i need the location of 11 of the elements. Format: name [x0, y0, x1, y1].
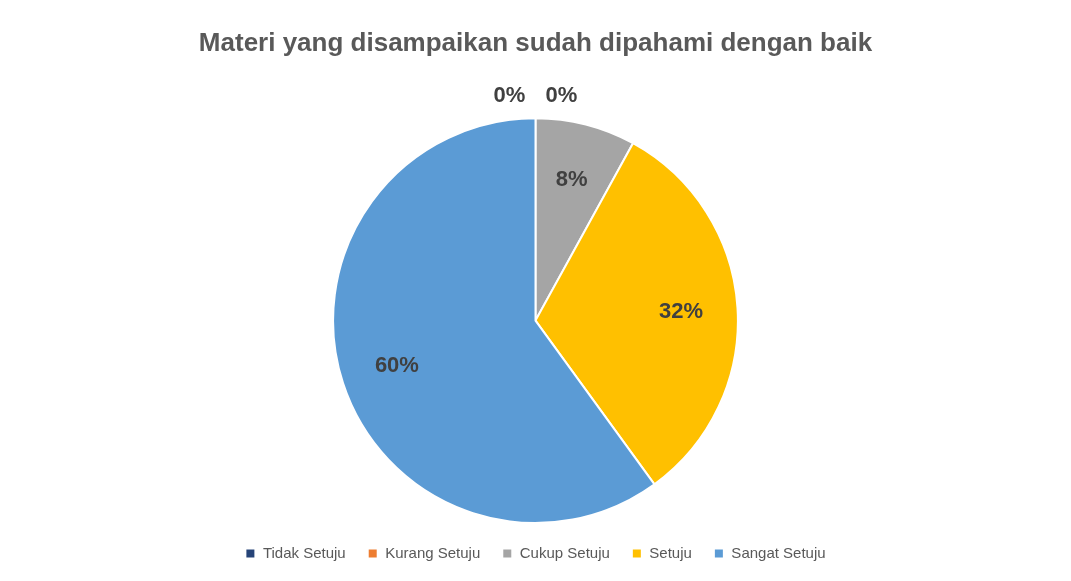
legend-label: Tidak Setuju: [262, 543, 346, 561]
legend-label: Sangat Setuju: [731, 543, 826, 561]
data-label: 8%: [555, 165, 588, 191]
data-label: 32%: [658, 297, 703, 323]
legend-label: Setuju: [649, 543, 692, 561]
text: 0%: [545, 82, 578, 108]
chart-title: Materi yang disampaikan sudah dipahami dengan baik: [198, 26, 873, 57]
text: 0%: [493, 82, 526, 108]
legend-label: Kurang Setuju: [385, 543, 481, 561]
legend-label: Cukup Setuju: [519, 543, 610, 561]
data-label: 60%: [374, 351, 419, 377]
